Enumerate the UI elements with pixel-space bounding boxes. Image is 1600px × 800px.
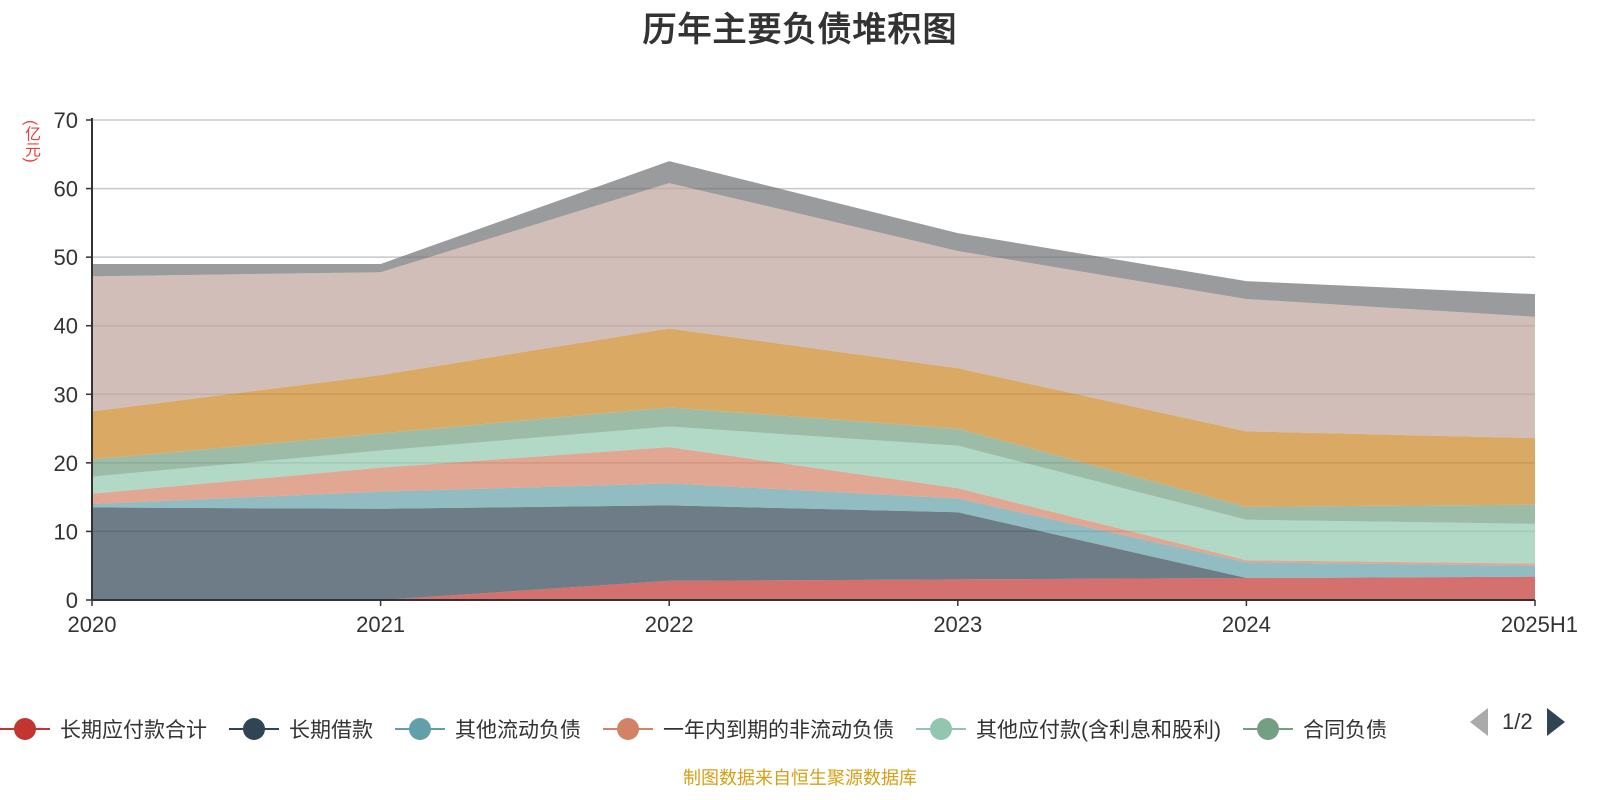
series-area — [92, 328, 1535, 507]
legend-marker-icon — [1243, 717, 1293, 741]
y-tick-label: 0 — [66, 588, 78, 613]
legend-item[interactable]: 其他流动负债 — [395, 714, 581, 744]
legend-item[interactable]: 长期应付款合计 — [0, 714, 207, 744]
y-tick-label: 10 — [54, 519, 78, 544]
x-tick-label: 2022 — [645, 612, 694, 637]
legend-label: 合同负债 — [1303, 719, 1387, 742]
legend-pager: 1/2 — [1470, 704, 1565, 740]
legend-prev-page-icon[interactable] — [1470, 708, 1488, 736]
stacked-area-chart: 0 10 20 30 40 50 60 70 2020 2021 2022 2023 2024 2025H… — [54, 108, 1578, 637]
y-axis-unit-label: (亿元) — [22, 120, 39, 163]
legend-marker-icon — [916, 717, 966, 741]
series-area — [92, 183, 1535, 439]
data-source-note: 制图数据来自恒生聚源数据库 — [683, 768, 917, 788]
series-area — [92, 407, 1535, 524]
legend-item[interactable]: 合同负债 — [1243, 714, 1387, 744]
y-tick-label: 70 — [54, 108, 78, 133]
legend-label: 长期借款 — [289, 719, 373, 742]
axes — [86, 118, 1536, 606]
x-tick-label: 2024 — [1222, 612, 1271, 637]
legend-marker-icon — [229, 717, 279, 741]
x-tick-label: 2020 — [68, 612, 117, 637]
legend-item[interactable]: 其他应付款(含利息和股利) — [916, 714, 1221, 744]
chart-title: 历年主要负债堆积图 — [642, 11, 958, 49]
legend-marker-icon — [603, 717, 653, 741]
y-tick-label: 30 — [54, 382, 78, 407]
y-tick-label: 40 — [54, 314, 78, 339]
series-area — [92, 161, 1535, 317]
legend-label: 其他流动负债 — [455, 719, 581, 742]
x-tick-label: 2021 — [356, 612, 405, 637]
legend-item[interactable]: 一年内到期的非流动负债 — [603, 714, 894, 744]
legend-item[interactable]: 长期借款 — [229, 714, 373, 744]
x-tick-label: 2023 — [933, 612, 982, 637]
area-series — [92, 161, 1535, 600]
series-area — [92, 447, 1535, 566]
y-tick-label: 60 — [54, 177, 78, 202]
x-tick-label: 2025H1 — [1501, 612, 1578, 637]
y-tick-label: 20 — [54, 451, 78, 476]
legend: 长期应付款合计 长期借款 其他流动负债 一年内到期的非流动负债 其他应付款(含利息和股利… — [0, 714, 1490, 754]
legend-label: 长期应付款合计 — [60, 719, 207, 742]
series-area — [92, 505, 1535, 600]
tick-labels: 0 10 20 30 40 50 60 70 2020 2021 2022 2023 2024 2025H… — [54, 108, 1578, 637]
legend-marker-icon — [395, 717, 445, 741]
legend-marker-icon — [0, 717, 50, 741]
legend-next-page-icon[interactable] — [1546, 708, 1565, 736]
series-area — [92, 483, 1535, 579]
series-area — [92, 576, 1535, 600]
legend-page-indicator: 1/2 — [1502, 709, 1533, 734]
y-tick-label: 50 — [54, 245, 78, 270]
series-area — [92, 426, 1535, 564]
legend-label: 其他应付款(含利息和股利) — [976, 719, 1221, 742]
legend-label: 一年内到期的非流动负债 — [663, 719, 894, 742]
